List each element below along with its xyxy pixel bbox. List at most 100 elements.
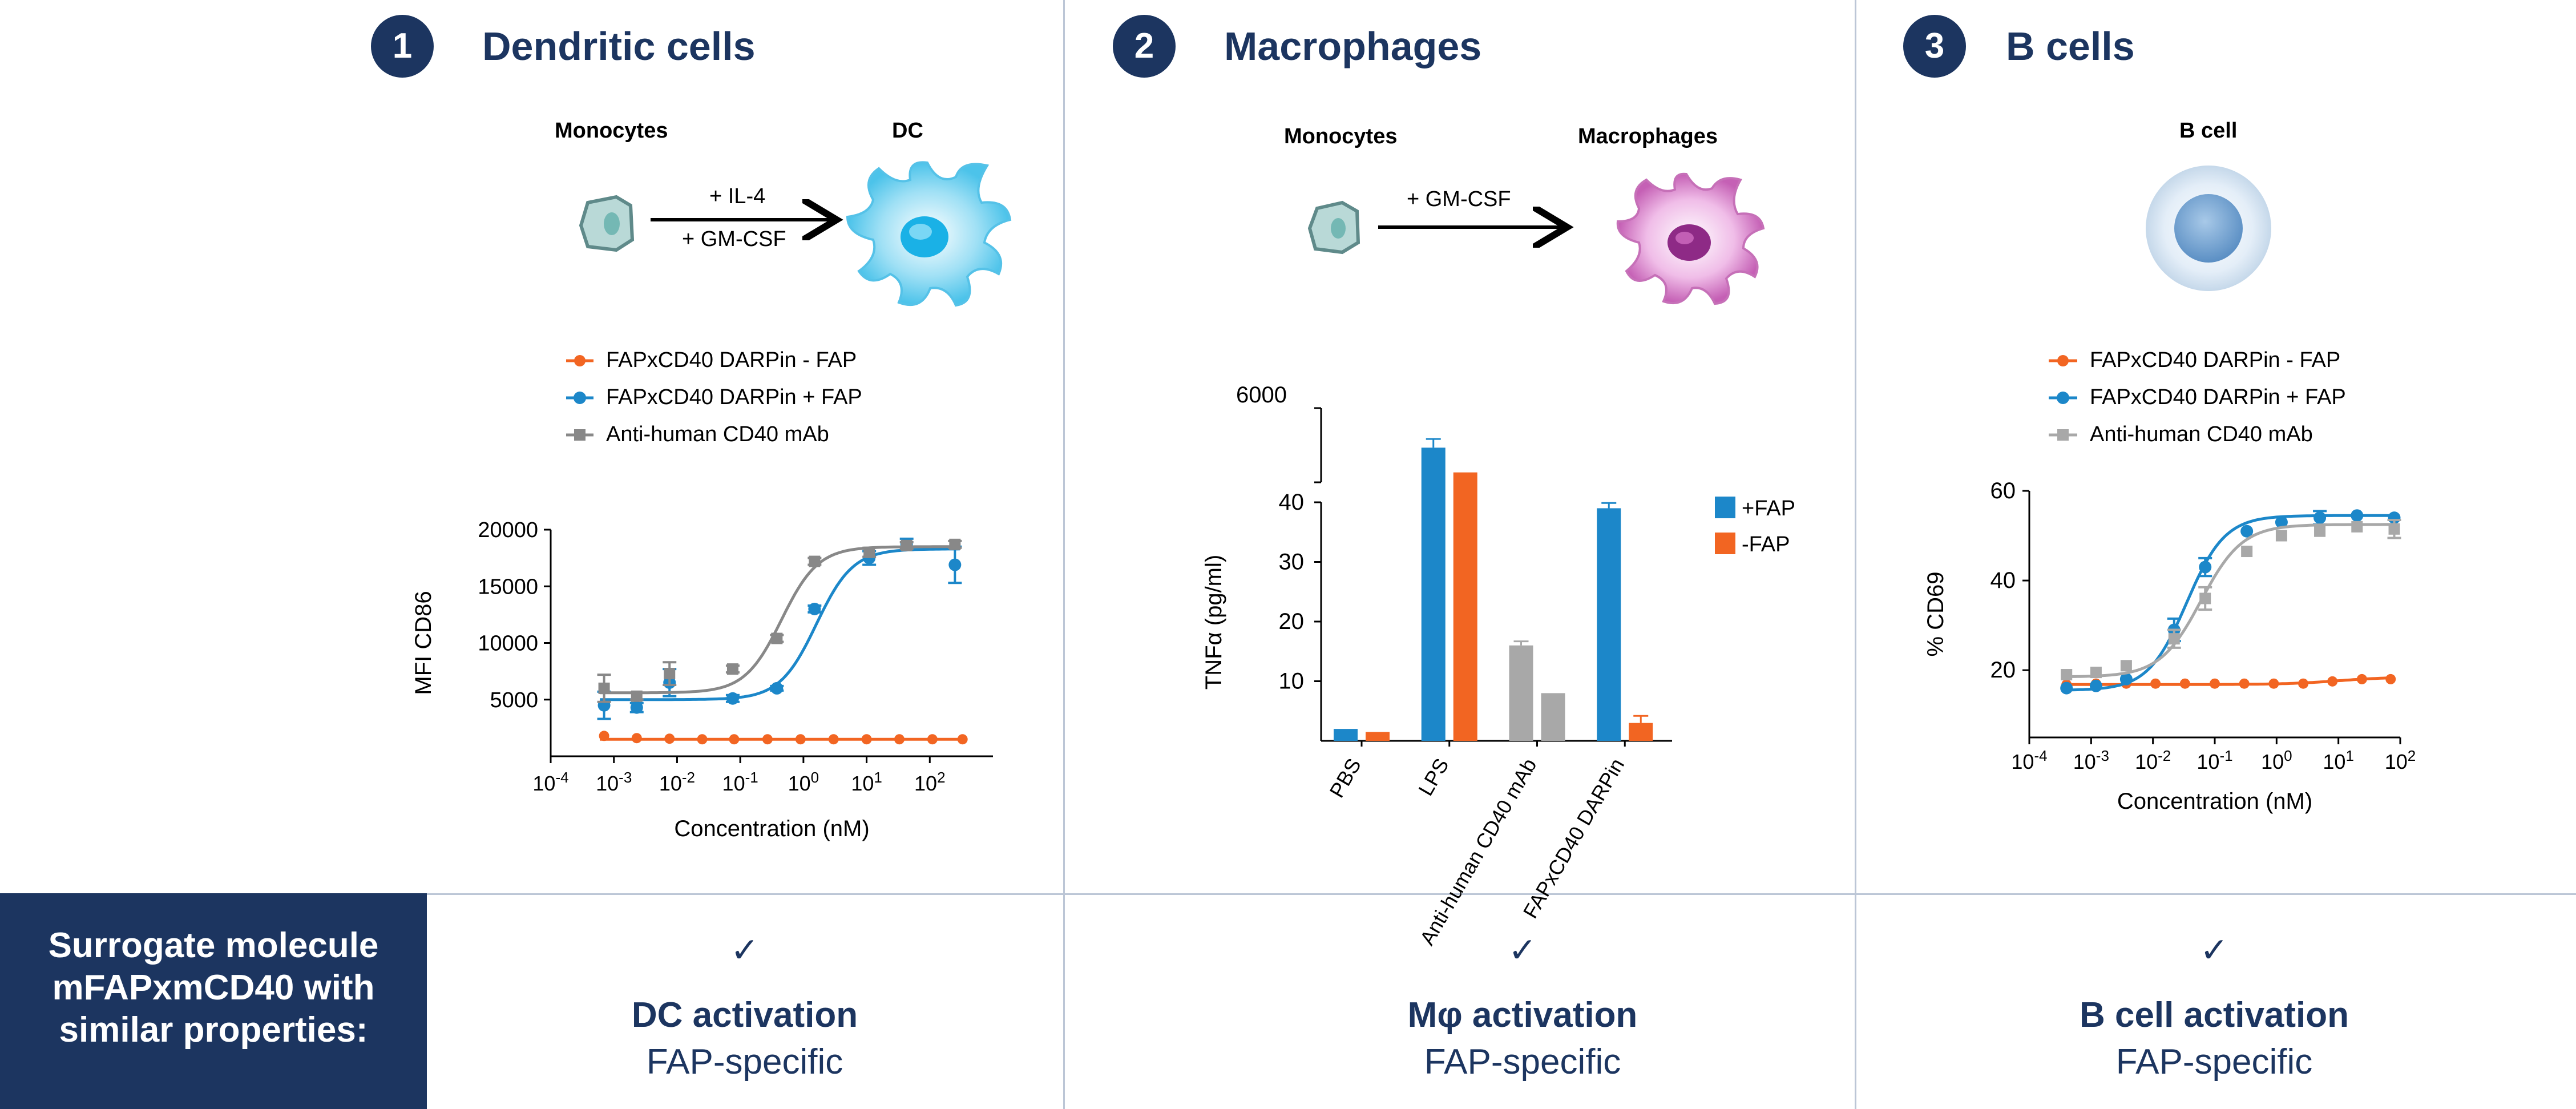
data-point	[2298, 678, 2309, 689]
data-point	[2089, 679, 2102, 692]
data-point	[2388, 523, 2400, 535]
y-tick-label: 20	[1279, 609, 1305, 634]
data-point	[2090, 667, 2102, 679]
panel-2-title: Macrophages	[1224, 24, 1482, 68]
chart-dendritic-cells: 5000 10000 15000 20000 10-4 10-3 10-2 10-1 100 10…	[411, 518, 993, 841]
data-point	[795, 734, 806, 745]
data-point	[2168, 633, 2180, 645]
data-point	[630, 701, 643, 714]
y-tick-label: 20	[1990, 658, 2016, 683]
panel-1-specific: FAP-specific	[646, 1042, 843, 1082]
panel-1-activation: DC activation	[631, 995, 858, 1035]
data-point	[762, 734, 773, 745]
x-tick-label: 10-4	[2011, 747, 2047, 773]
data-point	[808, 602, 821, 615]
y-tick-label: 10000	[478, 632, 538, 656]
panel-2-activation: Mφ activation	[1407, 995, 1638, 1035]
data-point	[2314, 525, 2326, 537]
x-tick-label: 10-3	[2073, 747, 2109, 773]
panel-2-legend-markers	[1715, 497, 1735, 554]
monocyte-icon-2	[1307, 200, 1360, 255]
x-tick-label: 102	[914, 769, 946, 795]
series-2	[597, 538, 962, 703]
data-point	[957, 734, 968, 745]
chart-b-cells: 20 40 60 10-4 10-3 10-2 10-1 100 101 102 Concentra…	[1923, 478, 2416, 814]
divider-2	[1855, 0, 1856, 1109]
data-point	[2275, 515, 2288, 529]
x-category-label: LPS	[1414, 755, 1453, 800]
y-axis-label: % CD69	[1923, 572, 1948, 657]
x-tick-label: 100	[788, 769, 819, 795]
data-point	[2150, 678, 2161, 689]
data-point	[2385, 674, 2396, 684]
divider-1	[1063, 0, 1065, 1109]
panel-1-arrow-label-1: + IL-4	[709, 184, 766, 208]
y-tick-label: 15000	[478, 575, 538, 599]
panel-3-number: 3	[1903, 15, 1966, 78]
data-point	[2060, 681, 2073, 695]
data-point	[2268, 678, 2279, 689]
x-category-label: PBS	[1325, 755, 1366, 802]
bar	[1421, 447, 1446, 741]
bar	[1509, 645, 1533, 741]
summary-sidebar-text: Surrogate molecule mFAPxmCD40 with simil…	[0, 925, 427, 1051]
panel-3-legend-minus: FAPxCD40 DARPin - FAP	[2090, 348, 2341, 372]
data-point	[2240, 525, 2254, 538]
y-tick-label: 40	[1990, 568, 2016, 593]
panel-2-to-label: Macrophages	[1578, 124, 1718, 148]
data-point	[949, 538, 961, 550]
macrophage-icon	[1616, 172, 1765, 305]
data-point	[770, 681, 784, 695]
data-point	[828, 734, 839, 745]
data-point	[771, 632, 783, 644]
panel-1-arrow-label-2: + GM-CSF	[682, 227, 786, 251]
y-tick-label: 10	[1279, 669, 1305, 694]
data-point	[729, 734, 740, 745]
data-point	[2241, 546, 2253, 558]
panel-3-activation: B cell activation	[2079, 995, 2349, 1035]
series-2	[2061, 519, 2401, 681]
series-0	[599, 731, 968, 745]
panel-3-specific: FAP-specific	[2115, 1042, 2313, 1082]
panel-1-number: 1	[371, 15, 434, 78]
x-category-label: FAPxCD40 DARPin	[1519, 755, 1629, 922]
data-point	[2275, 530, 2287, 542]
panel-1-from-label: Monocytes	[555, 119, 668, 143]
x-axis-label: Concentration (nM)	[2117, 789, 2312, 814]
fit-curve	[600, 545, 960, 695]
panel-2-legend-minus: -FAP	[1742, 533, 1790, 556]
data-point	[2210, 678, 2220, 689]
data-point	[664, 733, 675, 744]
data-point	[2351, 521, 2363, 533]
monocyte-icon-1	[579, 195, 635, 252]
y-axis-label: MFI CD86	[411, 591, 436, 695]
y-tick-label: 6000	[1236, 382, 1287, 408]
panel-3-legend-plus: FAPxCD40 DARPin + FAP	[2090, 385, 2346, 409]
data-point	[599, 731, 609, 741]
panel-2-from-label: Monocytes	[1284, 124, 1398, 148]
data-point	[2119, 672, 2133, 685]
bar	[1453, 472, 1477, 741]
bar	[1597, 508, 1621, 741]
x-tick-label: 100	[2261, 747, 2292, 773]
panel-3-title: B cells	[2006, 24, 2135, 68]
data-point	[598, 682, 610, 694]
panel-2-arrow-label: + GM-CSF	[1407, 187, 1511, 211]
panel-1-legend-mab: Anti-human CD40 mAb	[606, 422, 829, 446]
data-point	[927, 734, 938, 745]
data-point	[631, 733, 642, 744]
summary-line-1: Surrogate molecule	[48, 926, 379, 965]
series-1	[2060, 509, 2401, 695]
data-point	[2061, 669, 2073, 681]
panel-3-legend-markers	[2049, 355, 2077, 441]
panel-2-number: 2	[1113, 15, 1176, 78]
data-point	[2199, 592, 2211, 604]
bar	[1366, 732, 1390, 741]
data-point	[697, 734, 708, 745]
data-point	[631, 690, 643, 702]
data-point	[664, 668, 676, 680]
panel-1-legend-plus: FAPxCD40 DARPin + FAP	[606, 385, 862, 409]
summary-sidebar	[0, 893, 427, 1109]
panel-1-to-label: DC	[892, 119, 923, 143]
